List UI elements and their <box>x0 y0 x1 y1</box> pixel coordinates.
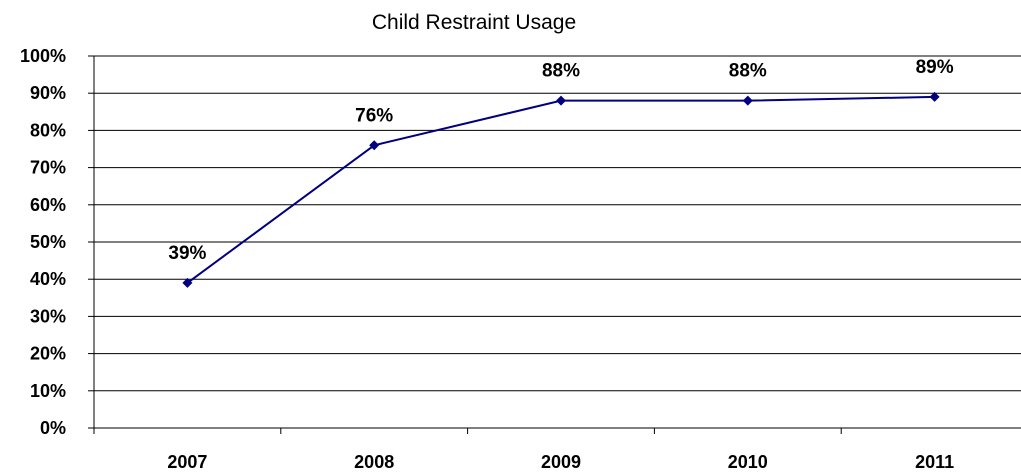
data-label: 88% <box>542 61 580 82</box>
y-tick-label: 70% <box>30 158 66 178</box>
x-axis-tick-labels: 2007 2008 2009 2010 2011 <box>167 452 954 472</box>
data-points <box>182 91 940 288</box>
x-tick-label: 2010 <box>728 452 768 472</box>
x-tick-label: 2009 <box>541 452 581 472</box>
x-tick-label: 2011 <box>915 452 954 472</box>
y-tick-label: 50% <box>30 232 66 252</box>
y-tick-label: 80% <box>30 120 66 140</box>
y-axis-tick-labels: 0% 10% 20% 30% 40% 50% 60% 70% 80% 90% 100% <box>20 46 66 438</box>
data-point-marker <box>182 277 193 288</box>
series-line <box>186 95 935 284</box>
data-label: 39% <box>168 243 206 264</box>
data-label: 76% <box>355 105 393 126</box>
y-tick-label: 40% <box>30 269 66 289</box>
data-label: 88% <box>729 61 767 82</box>
data-label: 89% <box>916 57 954 78</box>
x-tick-label: 2008 <box>354 452 394 472</box>
y-tick-label: 0% <box>40 418 66 438</box>
data-labels: 39% 76% 88% 88% 89% <box>168 57 953 264</box>
data-point-marker <box>929 91 940 102</box>
y-tick-label: 10% <box>30 381 66 401</box>
y-tick-label: 20% <box>30 344 66 364</box>
y-tick-label: 60% <box>30 195 66 215</box>
y-tick-label: 100% <box>20 46 66 66</box>
chart-title: Child Restraint Usage <box>372 11 576 34</box>
data-point-marker <box>742 95 753 106</box>
axes <box>88 55 1021 434</box>
y-tick-label: 90% <box>30 83 66 103</box>
x-tick-label: 2007 <box>167 452 207 472</box>
series-line-path <box>186 95 935 284</box>
gridlines <box>94 55 1021 392</box>
data-point-marker <box>369 140 380 151</box>
data-point-marker <box>556 95 566 106</box>
y-tick-label: 30% <box>30 306 66 326</box>
